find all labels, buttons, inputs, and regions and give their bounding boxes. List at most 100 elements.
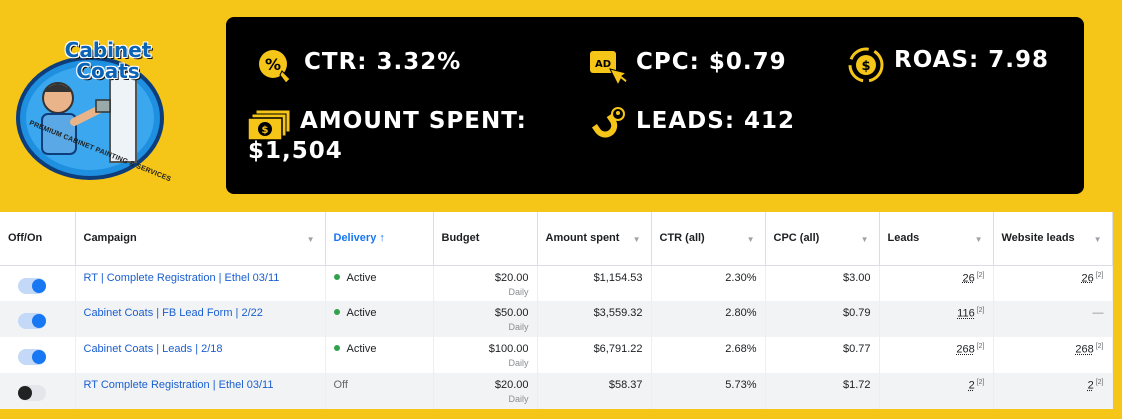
sort-chevron-icon: ▼ [306,235,315,244]
svg-text:$: $ [861,59,870,74]
percent-hand-icon: % [259,50,291,84]
stat-amount-spent-text: AMOUNT SPENT: $1,504 [248,106,527,166]
header-offon[interactable]: Off/On [0,212,76,266]
toggle-cell [0,301,76,337]
header-leads-label: Leads [887,232,920,245]
website-leads-value[interactable]: 26 [1081,272,1094,285]
header-campaign-label: Campaign [83,232,137,245]
delivery-status: Active [346,307,377,319]
header-cpc-label: CPC (all) [773,232,820,245]
delivery-status: Active [346,271,377,284]
stat-amount-spent: $ AMOUNT SPENT: $1,504 [248,106,527,166]
delivery-status: Active [346,343,377,355]
sort-chevron-icon: ▼ [974,235,983,244]
footnote-marker: [2] [976,379,985,386]
footnote-marker: [2] [1095,379,1104,386]
footnote-marker: [2] [976,343,985,350]
header-delivery[interactable]: Delivery ↑ [325,212,434,266]
website-leads-value: — [1092,307,1104,319]
leads-value[interactable]: 268 [956,343,975,356]
cpc-value: $3.00 [765,265,880,301]
leads-value[interactable]: 2 [968,379,975,392]
header-ctr-label: CTR (all) [659,232,705,245]
website-leads-value[interactable]: 268 [1075,343,1094,356]
header-amount-spent-label: Amount spent [545,232,620,245]
leads-value[interactable]: 26 [962,272,975,285]
status-dot-icon [333,273,340,280]
stat-amount-spent-label: AMOUNT SPENT: [300,108,527,134]
amount-spent-value: $1,154.53 [537,265,652,301]
campaign-toggle[interactable] [18,313,46,329]
stats-panel: % CTR: 3.32% AD CPC: $0.79 $ ROAS: 7.98 … [226,17,1084,194]
stat-cpc-text: CPC: $0.79 [636,49,787,75]
toggle-knob [32,314,46,328]
budget-value: $100.00 [488,343,529,355]
sort-chevron-icon: ▼ [860,235,869,244]
stat-cpc: AD CPC: $0.79 [588,47,787,87]
header-budget[interactable]: Budget [433,212,538,266]
header-ctr[interactable]: CTR (all) ▼ [651,212,766,266]
leads-value[interactable]: 116 [957,307,975,320]
stat-amount-spent-value: $1,504 [248,138,343,164]
magnet-user-icon [591,107,625,138]
toggle-knob [32,278,46,293]
ctr-value: 2.68% [651,337,766,373]
amount-spent-value: $3,559.32 [537,301,652,337]
toggle-knob [18,386,32,400]
cpc-value: $0.79 [765,301,880,337]
website-leads-value[interactable]: 2 [1087,379,1094,392]
status-dot-icon [333,309,340,316]
header-website-leads-label: Website leads [1001,232,1075,245]
svg-text:AD: AD [595,59,611,70]
header-website-leads[interactable]: Website leads ▼ [993,212,1113,266]
table-row: RT Complete Registration | Ethel 03/11 O… [0,373,1113,409]
campaign-link[interactable]: Cabinet Coats | FB Lead Form | 2/22 [83,307,263,319]
stat-roas-text: ROAS: 7.98 [894,47,1049,73]
company-logo: Cabinet Coats PREMIUM CABINET PAINTING &… [10,30,172,190]
status-dot-icon [333,345,340,352]
amount-spent-value: $6,791.22 [537,337,652,373]
footnote-marker: [2] [976,307,985,314]
header-campaign[interactable]: Campaign ▼ [75,212,326,266]
toggle-cell [0,337,76,373]
header-leads[interactable]: Leads ▼ [879,212,994,266]
stat-roas: $ ROAS: 7.98 [846,45,1049,85]
sort-chevron-icon: ▼ [1093,235,1102,244]
cpc-value: $1.72 [765,373,880,409]
budget-period: Daily [508,394,529,404]
ctr-value: 2.80% [651,301,766,337]
header-cpc[interactable]: CPC (all) ▼ [765,212,880,266]
cpc-value: $0.77 [765,337,880,373]
budget-value: $50.00 [494,307,529,319]
stat-ctr-text: CTR: 3.32% [304,49,462,75]
toggle-cell [0,265,76,301]
campaign-toggle[interactable] [18,385,46,401]
footnote-marker: [2] [1095,343,1104,350]
budget-value: $20.00 [494,271,529,284]
logo-title-line1: Cabinet [64,38,152,62]
delivery-status: Off [333,379,348,391]
campaign-link[interactable]: RT Complete Registration | Ethel 03/11 [83,379,274,391]
campaign-toggle[interactable] [18,277,46,294]
cash-stack-icon: $ [248,109,291,141]
campaign-link[interactable]: RT | Complete Registration | Ethel 03/11 [83,271,280,284]
header-amount-spent[interactable]: Amount spent ▼ [537,212,652,266]
amount-spent-value: $58.37 [537,373,652,409]
budget-period: Daily [508,286,529,297]
dollar-cycle-icon: $ [848,47,884,83]
sort-chevron-icon: ▼ [746,235,755,244]
table-row: Cabinet Coats | FB Lead Form | 2/22 Acti… [0,301,1113,337]
table-row: RT | Complete Registration | Ethel 03/11… [0,265,1113,301]
budget-period: Daily [508,322,529,332]
toggle-cell [0,373,76,409]
ctr-value: 5.73% [651,373,766,409]
svg-text:%: % [265,55,281,74]
sort-chevron-icon: ▼ [632,235,641,244]
campaigns-table: Off/On Campaign ▼ Delivery ↑ Budget Amoun… [0,212,1113,409]
campaign-toggle[interactable] [18,349,46,365]
svg-text:$: $ [262,125,269,136]
budget-period: Daily [508,358,529,368]
campaign-link[interactable]: Cabinet Coats | Leads | 2/18 [83,343,223,355]
table-header-row: Off/On Campaign ▼ Delivery ↑ Budget Amoun… [0,212,1113,266]
ctr-value: 2.30% [651,265,766,301]
